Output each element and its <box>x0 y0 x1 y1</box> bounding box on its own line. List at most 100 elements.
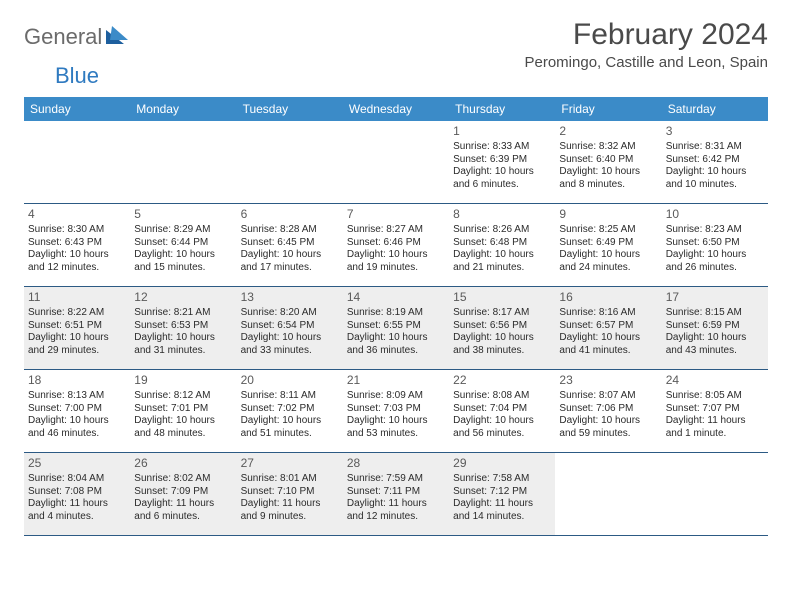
sunset-line: Sunset: 6:54 PM <box>241 320 339 333</box>
sunset-line: Sunset: 7:03 PM <box>347 403 445 416</box>
day-number: 22 <box>453 373 551 388</box>
calendar: SundayMondayTuesdayWednesdayThursdayFrid… <box>24 97 768 536</box>
sunset-line: Sunset: 7:00 PM <box>28 403 126 416</box>
sunrise-line: Sunrise: 8:19 AM <box>347 307 445 320</box>
daylight-line: Daylight: 10 hours and 36 minutes. <box>347 332 445 357</box>
sunset-line: Sunset: 6:53 PM <box>134 320 232 333</box>
week-row: 1Sunrise: 8:33 AMSunset: 6:39 PMDaylight… <box>24 121 768 204</box>
daylight-line: Daylight: 10 hours and 33 minutes. <box>241 332 339 357</box>
sunrise-line: Sunrise: 8:30 AM <box>28 224 126 237</box>
day-cell: 26Sunrise: 8:02 AMSunset: 7:09 PMDayligh… <box>130 453 236 535</box>
sunrise-line: Sunrise: 8:32 AM <box>559 141 657 154</box>
sunset-line: Sunset: 7:07 PM <box>666 403 764 416</box>
sunset-line: Sunset: 7:02 PM <box>241 403 339 416</box>
day-cell: 3Sunrise: 8:31 AMSunset: 6:42 PMDaylight… <box>662 121 768 203</box>
sunset-line: Sunset: 6:51 PM <box>28 320 126 333</box>
day-number: 10 <box>666 207 764 222</box>
week-row: 18Sunrise: 8:13 AMSunset: 7:00 PMDayligh… <box>24 370 768 453</box>
daylight-line: Daylight: 10 hours and 12 minutes. <box>28 249 126 274</box>
day-number: 15 <box>453 290 551 305</box>
sunset-line: Sunset: 6:44 PM <box>134 237 232 250</box>
day-number: 14 <box>347 290 445 305</box>
weekday-header: Sunday <box>24 97 130 121</box>
day-number: 7 <box>347 207 445 222</box>
day-number: 13 <box>241 290 339 305</box>
weekday-header: Tuesday <box>237 97 343 121</box>
sunrise-line: Sunrise: 8:09 AM <box>347 390 445 403</box>
sunrise-line: Sunrise: 8:20 AM <box>241 307 339 320</box>
daylight-line: Daylight: 10 hours and 6 minutes. <box>453 166 551 191</box>
sunrise-line: Sunrise: 7:58 AM <box>453 473 551 486</box>
sunset-line: Sunset: 6:48 PM <box>453 237 551 250</box>
daylight-line: Daylight: 10 hours and 41 minutes. <box>559 332 657 357</box>
sunrise-line: Sunrise: 8:11 AM <box>241 390 339 403</box>
sunset-line: Sunset: 7:11 PM <box>347 486 445 499</box>
sunset-line: Sunset: 6:42 PM <box>666 154 764 167</box>
sunset-line: Sunset: 7:08 PM <box>28 486 126 499</box>
sunset-line: Sunset: 6:46 PM <box>347 237 445 250</box>
sunset-line: Sunset: 7:01 PM <box>134 403 232 416</box>
day-cell: 22Sunrise: 8:08 AMSunset: 7:04 PMDayligh… <box>449 370 555 452</box>
day-cell: 21Sunrise: 8:09 AMSunset: 7:03 PMDayligh… <box>343 370 449 452</box>
day-cell: 2Sunrise: 8:32 AMSunset: 6:40 PMDaylight… <box>555 121 661 203</box>
sunrise-line: Sunrise: 8:05 AM <box>666 390 764 403</box>
day-cell: 7Sunrise: 8:27 AMSunset: 6:46 PMDaylight… <box>343 204 449 286</box>
daylight-line: Daylight: 10 hours and 19 minutes. <box>347 249 445 274</box>
day-number: 16 <box>559 290 657 305</box>
weekday-header-row: SundayMondayTuesdayWednesdayThursdayFrid… <box>24 97 768 121</box>
day-number: 21 <box>347 373 445 388</box>
day-number: 5 <box>134 207 232 222</box>
daylight-line: Daylight: 11 hours and 1 minute. <box>666 415 764 440</box>
location-subtitle: Peromingo, Castille and Leon, Spain <box>525 54 769 71</box>
daylight-line: Daylight: 11 hours and 12 minutes. <box>347 498 445 523</box>
weekday-header: Friday <box>555 97 661 121</box>
sunrise-line: Sunrise: 8:21 AM <box>134 307 232 320</box>
day-number: 9 <box>559 207 657 222</box>
day-cell: 9 Sunrise: 8:25 AMSunset: 6:49 PMDaylight… <box>555 204 661 286</box>
daylight-line: Daylight: 11 hours and 14 minutes. <box>453 498 551 523</box>
daylight-line: Daylight: 11 hours and 6 minutes. <box>134 498 232 523</box>
month-title: February 2024 <box>525 18 769 52</box>
sunset-line: Sunset: 6:57 PM <box>559 320 657 333</box>
weekday-header: Saturday <box>662 97 768 121</box>
daylight-line: Daylight: 10 hours and 46 minutes. <box>28 415 126 440</box>
brand-text-blue: Blue <box>55 63 99 89</box>
day-number: 6 <box>241 207 339 222</box>
daylight-line: Daylight: 10 hours and 26 minutes. <box>666 249 764 274</box>
day-number: 8 <box>453 207 551 222</box>
brand-text-general: General <box>24 24 102 50</box>
day-number: 11 <box>28 290 126 305</box>
sunset-line: Sunset: 6:55 PM <box>347 320 445 333</box>
sunrise-line: Sunrise: 8:17 AM <box>453 307 551 320</box>
day-cell: 18Sunrise: 8:13 AMSunset: 7:00 PMDayligh… <box>24 370 130 452</box>
sunset-line: Sunset: 7:10 PM <box>241 486 339 499</box>
sunset-line: Sunset: 7:06 PM <box>559 403 657 416</box>
sunrise-line: Sunrise: 8:01 AM <box>241 473 339 486</box>
daylight-line: Daylight: 10 hours and 21 minutes. <box>453 249 551 274</box>
daylight-line: Daylight: 10 hours and 8 minutes. <box>559 166 657 191</box>
day-cell: 10Sunrise: 8:23 AMSunset: 6:50 PMDayligh… <box>662 204 768 286</box>
day-number: 12 <box>134 290 232 305</box>
day-cell: 29Sunrise: 7:58 AMSunset: 7:12 PMDayligh… <box>449 453 555 535</box>
empty-cell <box>555 453 661 535</box>
day-cell: 11Sunrise: 8:22 AMSunset: 6:51 PMDayligh… <box>24 287 130 369</box>
sunrise-line: Sunrise: 8:28 AM <box>241 224 339 237</box>
daylight-line: Daylight: 10 hours and 24 minutes. <box>559 249 657 274</box>
sunset-line: Sunset: 6:43 PM <box>28 237 126 250</box>
day-number: 19 <box>134 373 232 388</box>
empty-cell <box>343 121 449 203</box>
sunset-line: Sunset: 6:39 PM <box>453 154 551 167</box>
weekday-header: Wednesday <box>343 97 449 121</box>
week-row: 4Sunrise: 8:30 AMSunset: 6:43 PMDaylight… <box>24 204 768 287</box>
day-number: 18 <box>28 373 126 388</box>
sunrise-line: Sunrise: 8:16 AM <box>559 307 657 320</box>
daylight-line: Daylight: 10 hours and 15 minutes. <box>134 249 232 274</box>
sunset-line: Sunset: 6:59 PM <box>666 320 764 333</box>
sunset-line: Sunset: 6:56 PM <box>453 320 551 333</box>
day-cell: 1Sunrise: 8:33 AMSunset: 6:39 PMDaylight… <box>449 121 555 203</box>
sunset-line: Sunset: 6:49 PM <box>559 237 657 250</box>
sunrise-line: Sunrise: 8:07 AM <box>559 390 657 403</box>
empty-cell <box>130 121 236 203</box>
title-block: February 2024 Peromingo, Castille and Le… <box>525 18 769 71</box>
sunrise-line: Sunrise: 8:25 AM <box>559 224 657 237</box>
